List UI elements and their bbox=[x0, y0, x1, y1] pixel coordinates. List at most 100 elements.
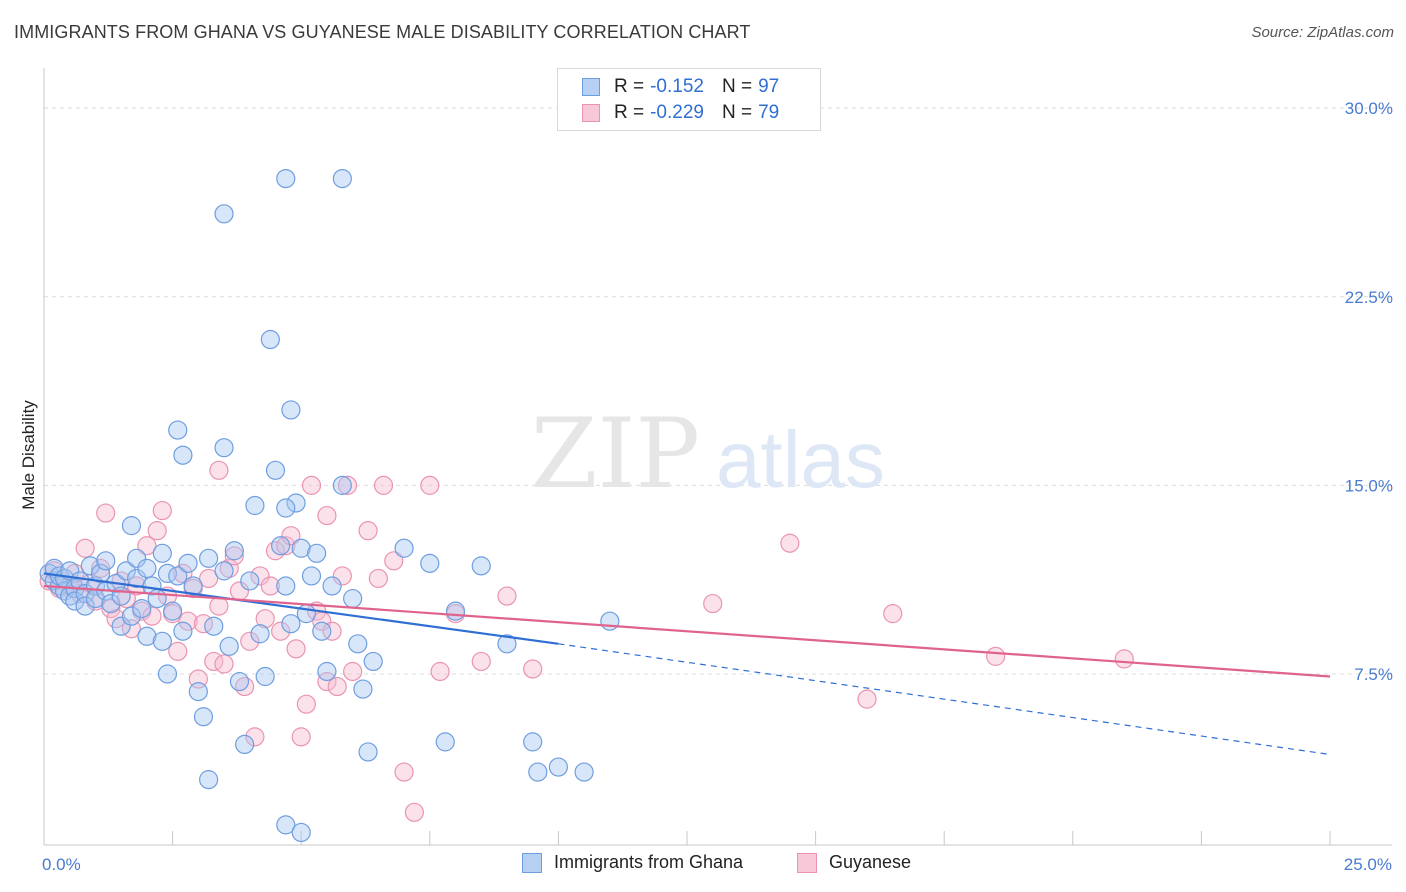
guyanese-point bbox=[137, 536, 157, 556]
ghana-point bbox=[497, 634, 517, 654]
ghana-point bbox=[435, 732, 455, 752]
ghana-point bbox=[214, 561, 234, 581]
ghana-point bbox=[332, 168, 352, 189]
ghana-point bbox=[291, 538, 311, 558]
ghana-point bbox=[255, 666, 275, 687]
legend-row-guyanese: R = -0.229 N = 79 bbox=[582, 100, 797, 126]
ghana-point bbox=[523, 732, 543, 752]
guyanese-point bbox=[101, 599, 121, 619]
guyanese-point bbox=[142, 606, 162, 626]
ghana-point bbox=[471, 556, 491, 576]
guyanese-point bbox=[209, 460, 229, 480]
legend-r-value: -0.152 bbox=[650, 76, 704, 97]
ghana-point bbox=[229, 671, 250, 692]
ghana-point bbox=[173, 621, 193, 641]
guyanese-point bbox=[147, 521, 167, 541]
ghana-point bbox=[265, 460, 286, 480]
ghana-point bbox=[147, 588, 167, 609]
bottom-swatch-guyanese bbox=[797, 852, 817, 873]
guyanese-point bbox=[703, 593, 723, 614]
guyanese-point bbox=[327, 676, 347, 697]
ghana-point bbox=[157, 664, 178, 684]
ghana-point bbox=[224, 541, 244, 561]
guyanese-point bbox=[250, 566, 270, 586]
guyanese-point bbox=[116, 588, 136, 609]
ghana-point bbox=[332, 475, 352, 495]
guyanese-point bbox=[430, 661, 450, 682]
legend-n-value: 97 bbox=[758, 76, 780, 97]
ghana-point bbox=[276, 498, 296, 518]
ghana-point bbox=[348, 634, 368, 654]
ghana-point bbox=[307, 543, 327, 563]
guyanese-point bbox=[780, 533, 800, 553]
guyanese-point bbox=[986, 646, 1006, 666]
ghana-point bbox=[70, 571, 90, 591]
guyanese-point bbox=[322, 621, 342, 641]
guyanese-point bbox=[75, 538, 95, 558]
axis-layer: 7.5% 15.0% 22.5% 30.0% 0.0% 25.0% bbox=[42, 68, 1393, 874]
guyanese-point bbox=[276, 536, 296, 556]
ghana-point bbox=[322, 576, 342, 596]
ghana-point bbox=[188, 681, 208, 702]
ghana-point bbox=[291, 822, 311, 843]
ghana-point bbox=[301, 566, 322, 586]
guyanese-point bbox=[1114, 649, 1134, 669]
ghana-point bbox=[137, 626, 157, 646]
ghana-point bbox=[152, 631, 172, 651]
ghana-point bbox=[363, 651, 383, 672]
ghana-trend-line bbox=[43, 572, 559, 645]
ghana-point bbox=[65, 591, 85, 611]
guyanese-point bbox=[384, 551, 404, 571]
legend-n-value: 79 bbox=[758, 102, 780, 123]
ghana-point bbox=[600, 611, 620, 631]
guyanese-point bbox=[301, 475, 322, 495]
y-axis-title: Male Disability bbox=[19, 400, 38, 510]
guyanese-point bbox=[343, 661, 363, 682]
guyanese-point bbox=[317, 505, 337, 526]
ghana-point bbox=[96, 551, 116, 571]
guyanese-point bbox=[404, 802, 424, 822]
guyanese-point bbox=[219, 558, 239, 578]
guyanese-point bbox=[373, 475, 394, 495]
ghana-point bbox=[281, 614, 301, 634]
ghana-point bbox=[214, 204, 234, 224]
ghana-point bbox=[528, 762, 548, 782]
ghana-point bbox=[152, 543, 172, 563]
ghana-point bbox=[168, 420, 188, 440]
guyanese-point bbox=[317, 671, 337, 692]
x-tick-label: 0.0% bbox=[42, 855, 81, 874]
guyanese-point bbox=[255, 609, 275, 629]
guyanese-point bbox=[368, 568, 388, 589]
watermark-atlas: atlas bbox=[716, 415, 885, 504]
guyanese-point bbox=[168, 641, 188, 661]
ghana-point bbox=[343, 588, 363, 609]
guyanese-point bbox=[358, 521, 378, 541]
ghana-point bbox=[173, 445, 193, 465]
y-tick-label: 7.5% bbox=[1354, 665, 1393, 684]
ghana-trend-extension bbox=[558, 643, 1331, 756]
ghana-point bbox=[90, 563, 111, 584]
ghana-point bbox=[420, 553, 440, 573]
guyanese-trend-line bbox=[43, 584, 1331, 678]
guyanese-point bbox=[394, 762, 414, 782]
ghana-point bbox=[183, 576, 203, 596]
ghana-point bbox=[250, 624, 270, 644]
guyanese-point bbox=[245, 727, 265, 747]
ghana-point bbox=[101, 593, 121, 614]
y-tick-label: 22.5% bbox=[1345, 288, 1393, 307]
ghana-point bbox=[111, 586, 131, 606]
ghana-point bbox=[75, 596, 95, 616]
ghana-point bbox=[353, 679, 373, 699]
guyanese-point bbox=[152, 500, 172, 521]
ghana-point bbox=[80, 556, 100, 576]
legend-r-label: R = bbox=[614, 76, 645, 97]
legend-row-ghana: R = -0.152 N = 97 bbox=[582, 74, 797, 100]
guyanese-point bbox=[337, 475, 358, 495]
ghana-point bbox=[126, 568, 147, 589]
ghana-point bbox=[286, 493, 306, 513]
ghana-point bbox=[445, 601, 466, 621]
guyanese-point bbox=[281, 526, 301, 546]
guyanese-point bbox=[271, 621, 291, 641]
guyanese-point bbox=[240, 631, 260, 651]
